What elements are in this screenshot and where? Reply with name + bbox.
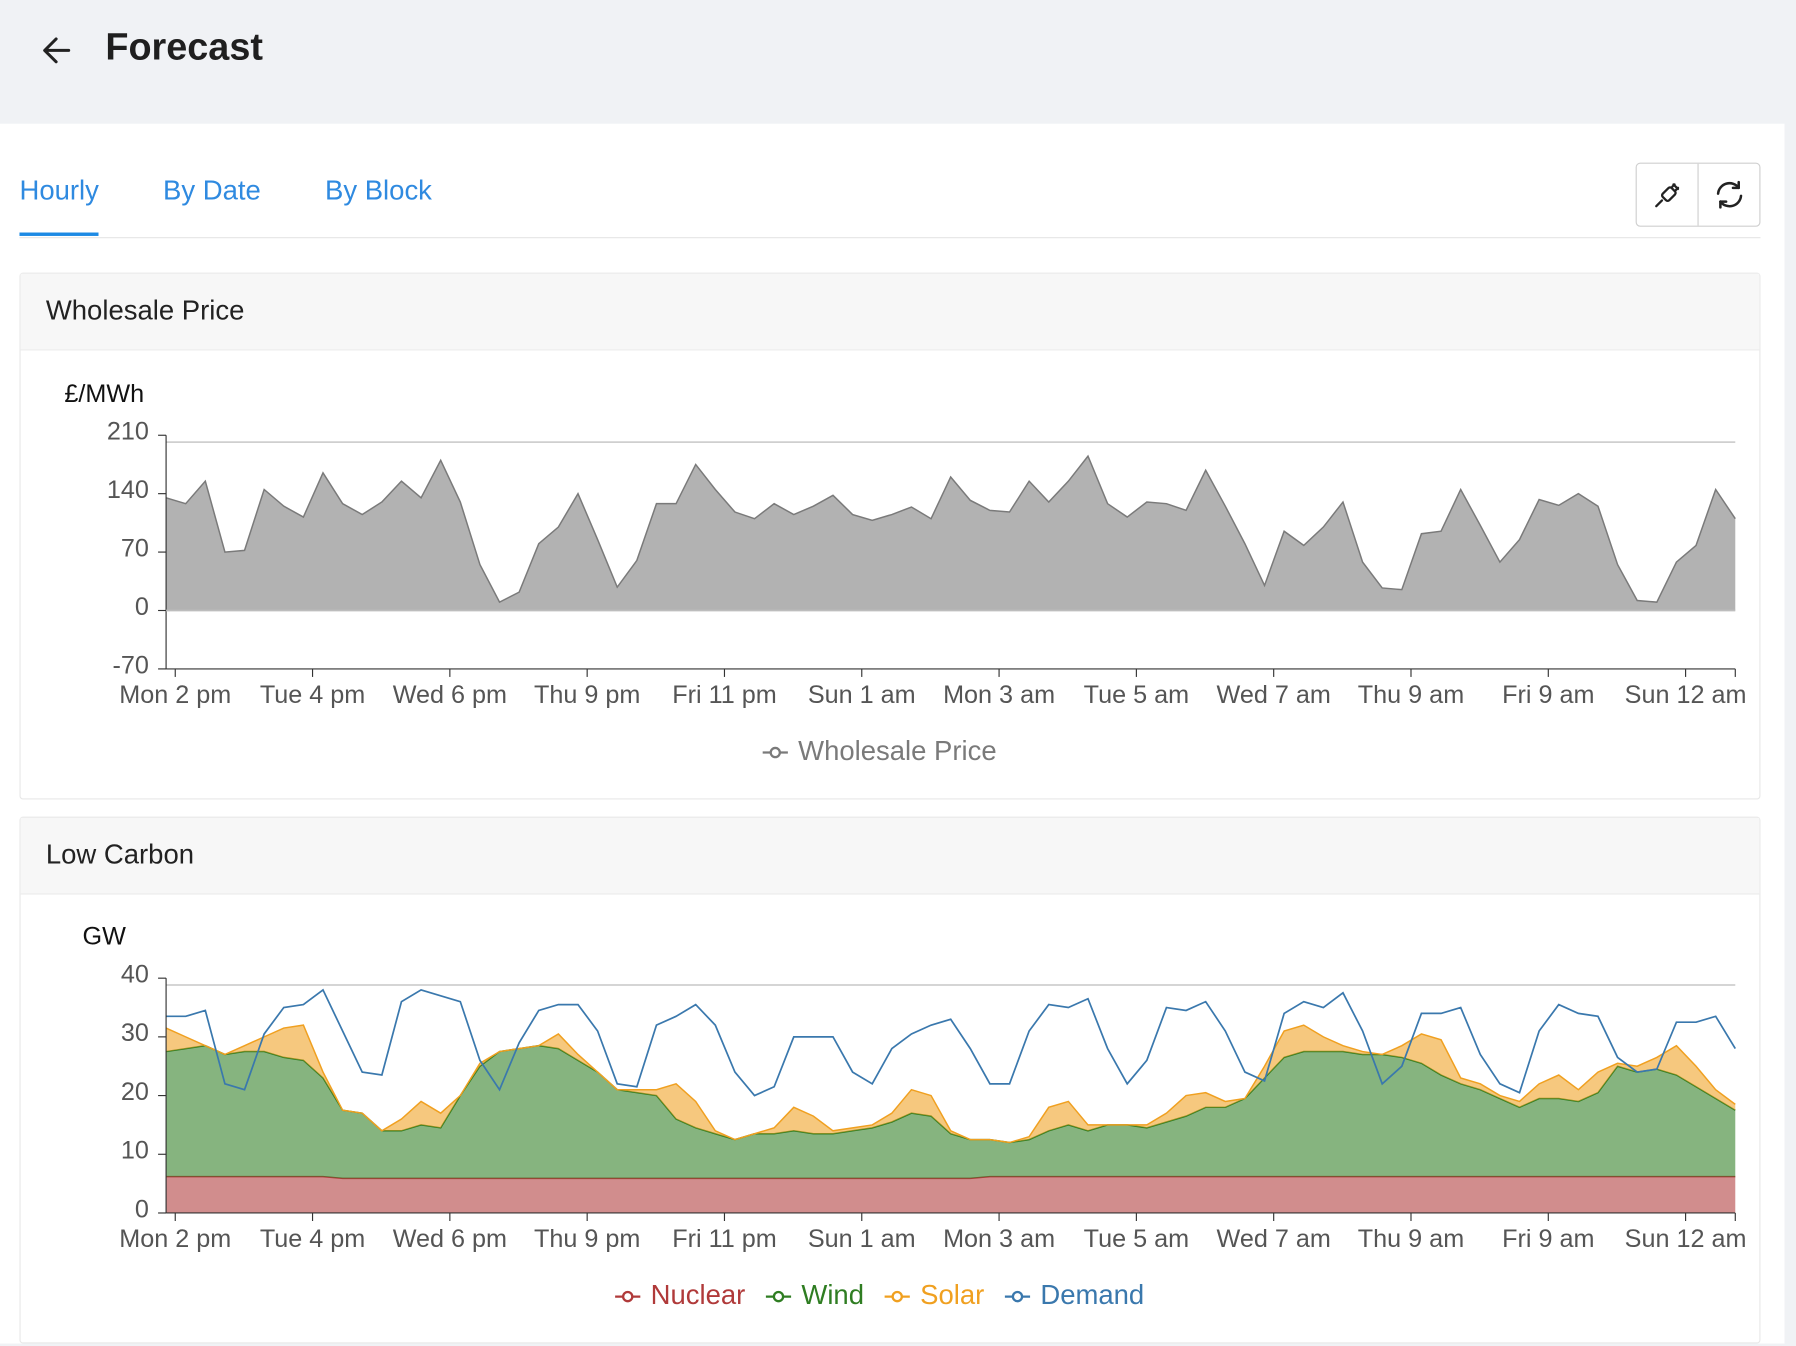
y-axis-label: GW [83,923,127,951]
tab-divider [19,237,1761,239]
x-tick-label: Fri 11 pm [672,1225,777,1253]
legend: Wholesale Price [762,735,997,766]
legend: Nuclear Wind Solar Demand [615,1279,1144,1310]
back-button[interactable] [39,32,76,69]
y-tick-label: 210 [107,418,149,446]
y-tick-label: 70 [121,534,149,562]
x-tick-label: Sun 1 am [808,681,916,709]
card-title: Wholesale Price [20,273,1760,351]
legend-marker [772,1290,785,1303]
legend-label: Nuclear [651,1279,746,1310]
x-tick-label: Wed 6 pm [393,681,507,709]
card-title: Low Carbon [20,817,1760,895]
x-tick-label: Sun 12 am [1625,1225,1747,1253]
x-tick-label: Tue 5 am [1084,1225,1189,1253]
legend-label: Demand [1040,1279,1144,1310]
y-tick-label: 140 [107,476,149,504]
tab[interactable]: Hourly [19,175,99,236]
toolbar [1635,162,1761,227]
x-tick-label: Mon 2 pm [119,681,231,709]
x-tick-label: Fri 9 am [1502,681,1594,709]
x-tick-label: Thu 9 am [1358,1225,1464,1253]
connect-button[interactable] [1637,164,1698,226]
legend-marker [769,746,782,759]
legend-label: Wholesale Price [798,735,996,766]
x-tick-label: Wed 7 am [1217,681,1331,709]
tab[interactable]: By Block [324,175,432,207]
y-tick-label: 30 [121,1019,149,1047]
y-tick-label: 20 [121,1078,149,1106]
y-tick-label: 0 [135,1195,149,1223]
x-tick-label: Mon 3 am [943,681,1055,709]
x-tick-label: Mon 3 am [943,1225,1055,1253]
x-tick-label: Sun 12 am [1625,681,1747,709]
x-tick-label: Tue 4 pm [260,681,365,709]
tab[interactable]: By Date [163,175,261,207]
x-tick-label: Thu 9 pm [534,1225,640,1253]
x-tick-label: Wed 7 am [1217,1225,1331,1253]
area [166,456,1736,611]
refresh-button[interactable] [1697,163,1759,226]
legend-marker [1011,1290,1024,1303]
y-tick-label: 10 [121,1137,149,1165]
area [166,1045,1736,1179]
header: Forecast [0,0,1796,124]
y-tick-label: 40 [121,961,149,989]
x-tick-label: Thu 9 am [1358,681,1464,709]
y-tick-label: -70 [112,651,148,679]
line [166,988,1737,1097]
x-tick-label: Wed 6 pm [393,1225,507,1253]
area-edge [165,1024,1736,1144]
area-edge [165,454,1736,604]
legend-marker [621,1290,634,1303]
legend-label: Solar [920,1279,984,1310]
x-tick-label: Thu 9 pm [534,681,640,709]
x-tick-label: Fri 9 am [1502,1225,1594,1253]
x-tick-label: Mon 2 pm [119,1225,231,1253]
x-tick-label: Sun 1 am [808,1225,916,1253]
legend-marker [891,1290,903,1303]
y-axis-label: £/MWh [64,380,144,408]
page-title: Forecast [105,25,263,68]
legend-label: Wind [801,1279,864,1310]
area [166,1176,1736,1213]
tab-bar: Hourly By Date By Block [19,175,432,236]
x-tick-label: Tue 4 pm [260,1225,365,1253]
y-tick-label: 0 [135,593,149,621]
x-tick-label: Tue 5 am [1084,681,1189,709]
x-tick-label: Fri 11 pm [672,681,777,709]
